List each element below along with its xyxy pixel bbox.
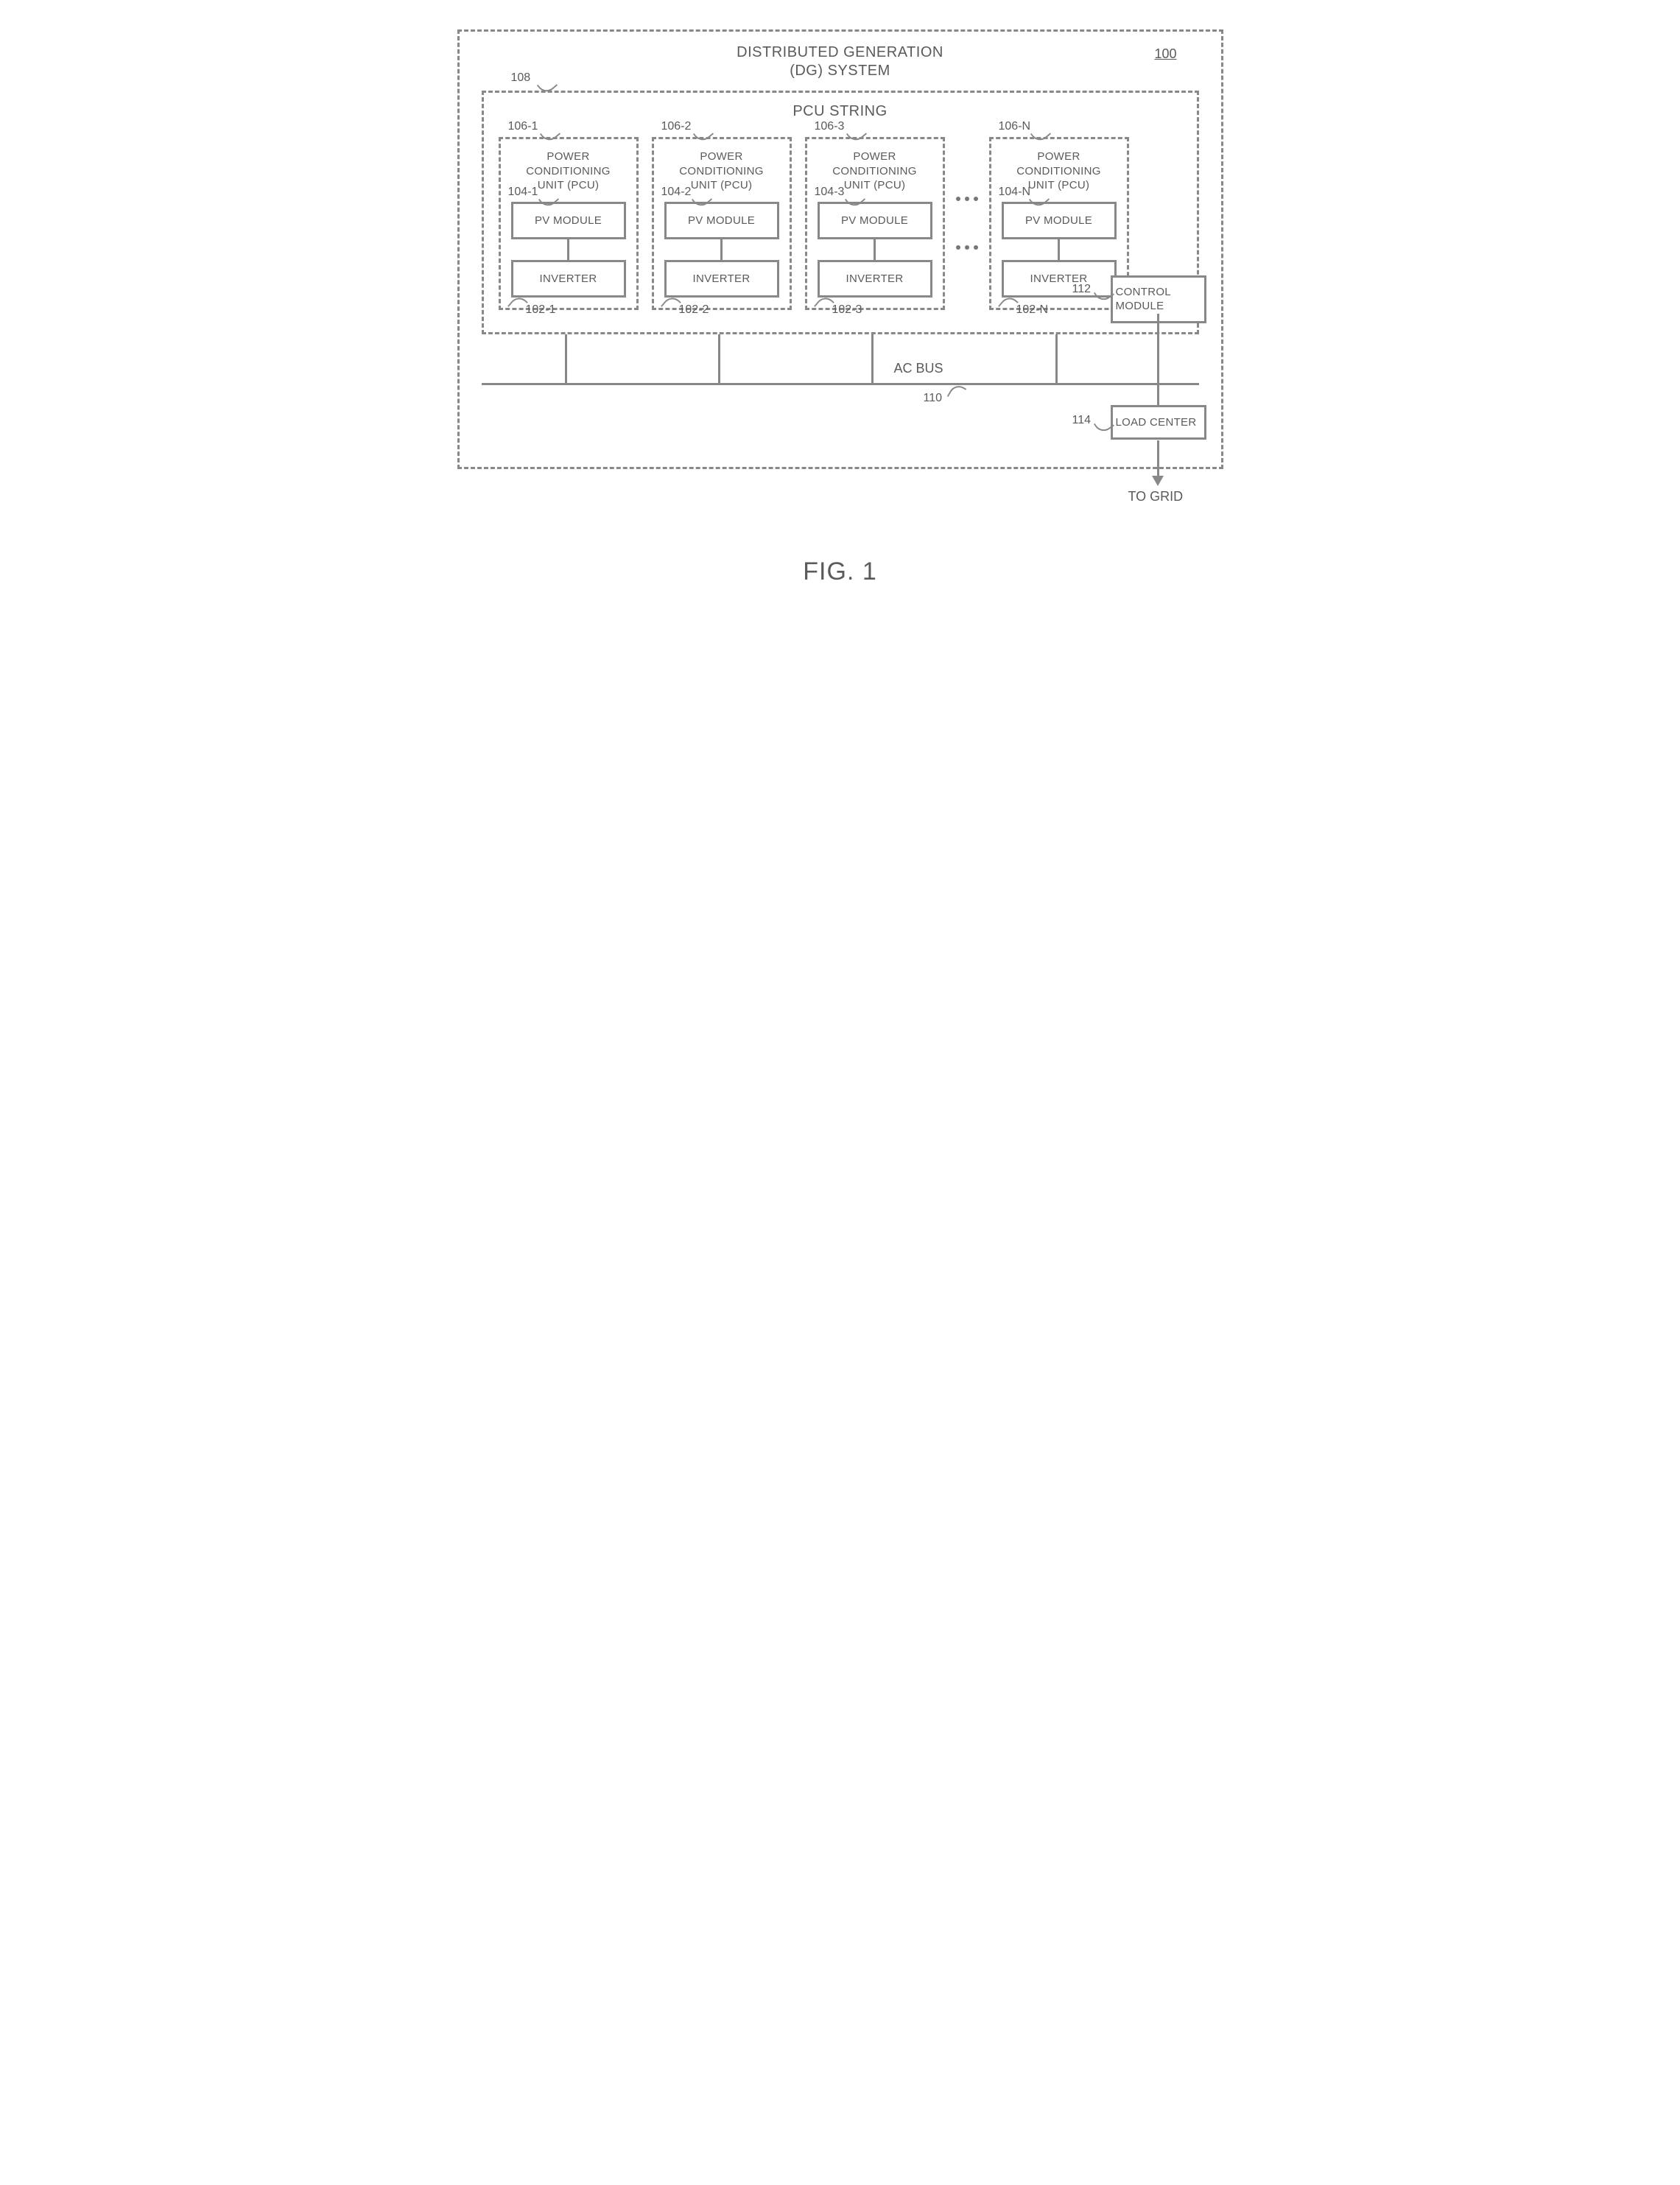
connector: [720, 239, 723, 260]
connector: [1157, 383, 1159, 407]
pv-module-3: PV MODULE: [818, 202, 932, 239]
pcu-1: 106-1 POWER CONDITIONING UNIT (PCU) 104-…: [499, 137, 639, 310]
pcu-string-box: PCU STRING 106-1 POWER CONDITIONING UNIT…: [482, 91, 1199, 334]
figure: DISTRIBUTED GENERATION (DG) SYSTEM 100 1…: [457, 29, 1223, 586]
dg-title-line2: (DG) SYSTEM: [790, 63, 890, 79]
control-module: 112 CONTROL MODULE: [1111, 275, 1206, 323]
ref-112: 112: [1072, 283, 1092, 296]
to-grid-label: TO GRID: [1128, 489, 1184, 504]
dots-icon: [956, 245, 978, 250]
pv-module-1: PV MODULE: [511, 202, 626, 239]
load-center: 114 LOAD CENTER TO GRID: [1111, 405, 1206, 440]
dots-icon: [956, 197, 978, 201]
load-center-box: LOAD CENTER: [1111, 405, 1206, 440]
connector: [567, 239, 569, 260]
pcu-n: 106-N POWER CONDITIONING UNIT (PCU) 104-…: [989, 137, 1129, 310]
ref-102-3: 102-3: [832, 303, 862, 317]
pv-module-n: PV MODULE: [1002, 202, 1117, 239]
connector: [874, 239, 876, 260]
ref-104-1: 104-1: [508, 186, 538, 199]
ref-108: 108: [511, 71, 531, 85]
inverter-3: INVERTER: [818, 260, 932, 298]
bus-drop: [871, 334, 874, 383]
bus-area: AC BUS 110 112 CONTROL MODULE: [482, 334, 1199, 445]
pv-module-2: PV MODULE: [664, 202, 779, 239]
figure-caption: FIG. 1: [457, 557, 1223, 586]
ref-114: 114: [1072, 414, 1092, 427]
bus-drop: [1055, 334, 1058, 383]
dg-system-box: DISTRIBUTED GENERATION (DG) SYSTEM 100 1…: [457, 29, 1223, 469]
inverter-1: INVERTER: [511, 260, 626, 298]
ref-106-n: 106-N: [999, 120, 1031, 133]
ref-106-3: 106-3: [815, 120, 845, 133]
ref-104-n: 104-N: [999, 186, 1031, 199]
ref-102-n: 102-N: [1016, 303, 1049, 317]
ellipsis: [958, 137, 976, 310]
ref-104-2: 104-2: [661, 186, 692, 199]
pcu-string-title: PCU STRING: [792, 103, 887, 120]
pcu-3: 106-3 POWER CONDITIONING UNIT (PCU) 104-…: [805, 137, 945, 310]
ref-104-3: 104-3: [815, 186, 845, 199]
ref-102-2: 102-2: [679, 303, 709, 317]
ref-106-1: 106-1: [508, 120, 538, 133]
system-ref-100: 100: [1154, 46, 1176, 62]
ac-bus-label: AC BUS: [894, 361, 943, 376]
ref-110: 110: [924, 392, 943, 405]
bus-drop: [718, 334, 720, 383]
pcu-2: 106-2 POWER CONDITIONING UNIT (PCU) 104-…: [652, 137, 792, 310]
ac-bus-line: [482, 383, 1199, 385]
bus-drop: [565, 334, 567, 383]
ref-106-2: 106-2: [661, 120, 692, 133]
to-grid-line: [1157, 440, 1159, 477]
connector: [1058, 239, 1060, 260]
inverter-2: INVERTER: [664, 260, 779, 298]
arrowhead-icon: [1152, 476, 1164, 486]
ref-102-1: 102-1: [526, 303, 556, 317]
connector: [1157, 314, 1159, 384]
dg-system-title: DISTRIBUTED GENERATION (DG) SYSTEM: [737, 43, 943, 80]
dg-title-line1: DISTRIBUTED GENERATION: [737, 44, 943, 60]
